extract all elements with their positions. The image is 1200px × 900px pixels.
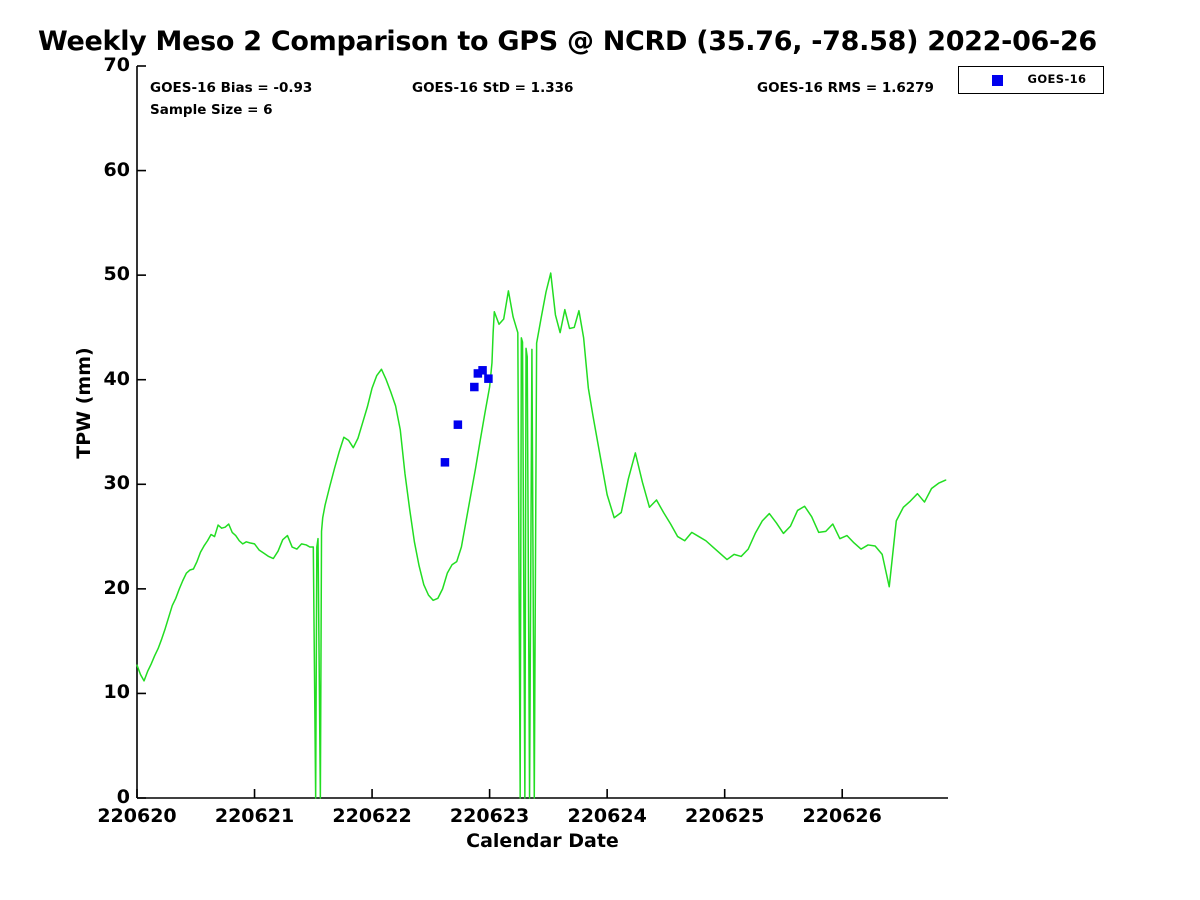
- stat-rms: GOES-16 RMS = 1.6279: [757, 80, 934, 96]
- stat-bias: GOES-16 Bias = -0.93: [150, 80, 313, 96]
- goes16-data-point: [473, 369, 483, 378]
- y-tick-label: 40: [103, 367, 130, 390]
- gps-line-path: [136, 272, 947, 799]
- y-tick-label: 20: [103, 576, 130, 599]
- x-tick-label: 220625: [685, 805, 765, 827]
- goes16-data-point: [470, 382, 479, 392]
- y-tick-label: 60: [103, 158, 130, 181]
- y-tick-label: 70: [103, 54, 130, 76]
- legend[interactable]: GOES-16: [958, 66, 1104, 94]
- y-tick-label: 0: [116, 786, 130, 808]
- goes16-data-point: [440, 458, 450, 467]
- x-axis-label: Calendar Date: [466, 830, 619, 852]
- x-tick-label: 220624: [567, 805, 647, 827]
- y-tick-label: 10: [103, 681, 130, 704]
- goes16-data-point: [484, 374, 493, 383]
- legend-marker-icon: [992, 75, 1003, 86]
- x-tick-label: 220622: [332, 805, 412, 827]
- gps-series-line: [136, 272, 947, 799]
- x-tick-label: 220621: [214, 805, 295, 827]
- stat-sample-size: Sample Size = 6: [150, 102, 273, 118]
- y-tick-label: 50: [103, 263, 130, 286]
- goes16-series-markers: [440, 366, 493, 467]
- axis-ticks: [136, 65, 844, 799]
- stat-std: GOES-16 StD = 1.336: [412, 80, 574, 96]
- axis-lines: [136, 66, 948, 799]
- x-tick-label: 220620: [97, 805, 177, 827]
- goes16-data-point: [478, 366, 487, 375]
- x-tick-label: 220626: [802, 805, 882, 827]
- x-tick-label: 220623: [449, 805, 530, 827]
- page-title: Weekly Meso 2 Comparison to GPS @ NCRD (…: [38, 26, 1097, 57]
- goes16-data-point: [453, 420, 463, 429]
- y-tick-label: 30: [103, 472, 130, 495]
- legend-label: GOES-16: [1027, 72, 1087, 86]
